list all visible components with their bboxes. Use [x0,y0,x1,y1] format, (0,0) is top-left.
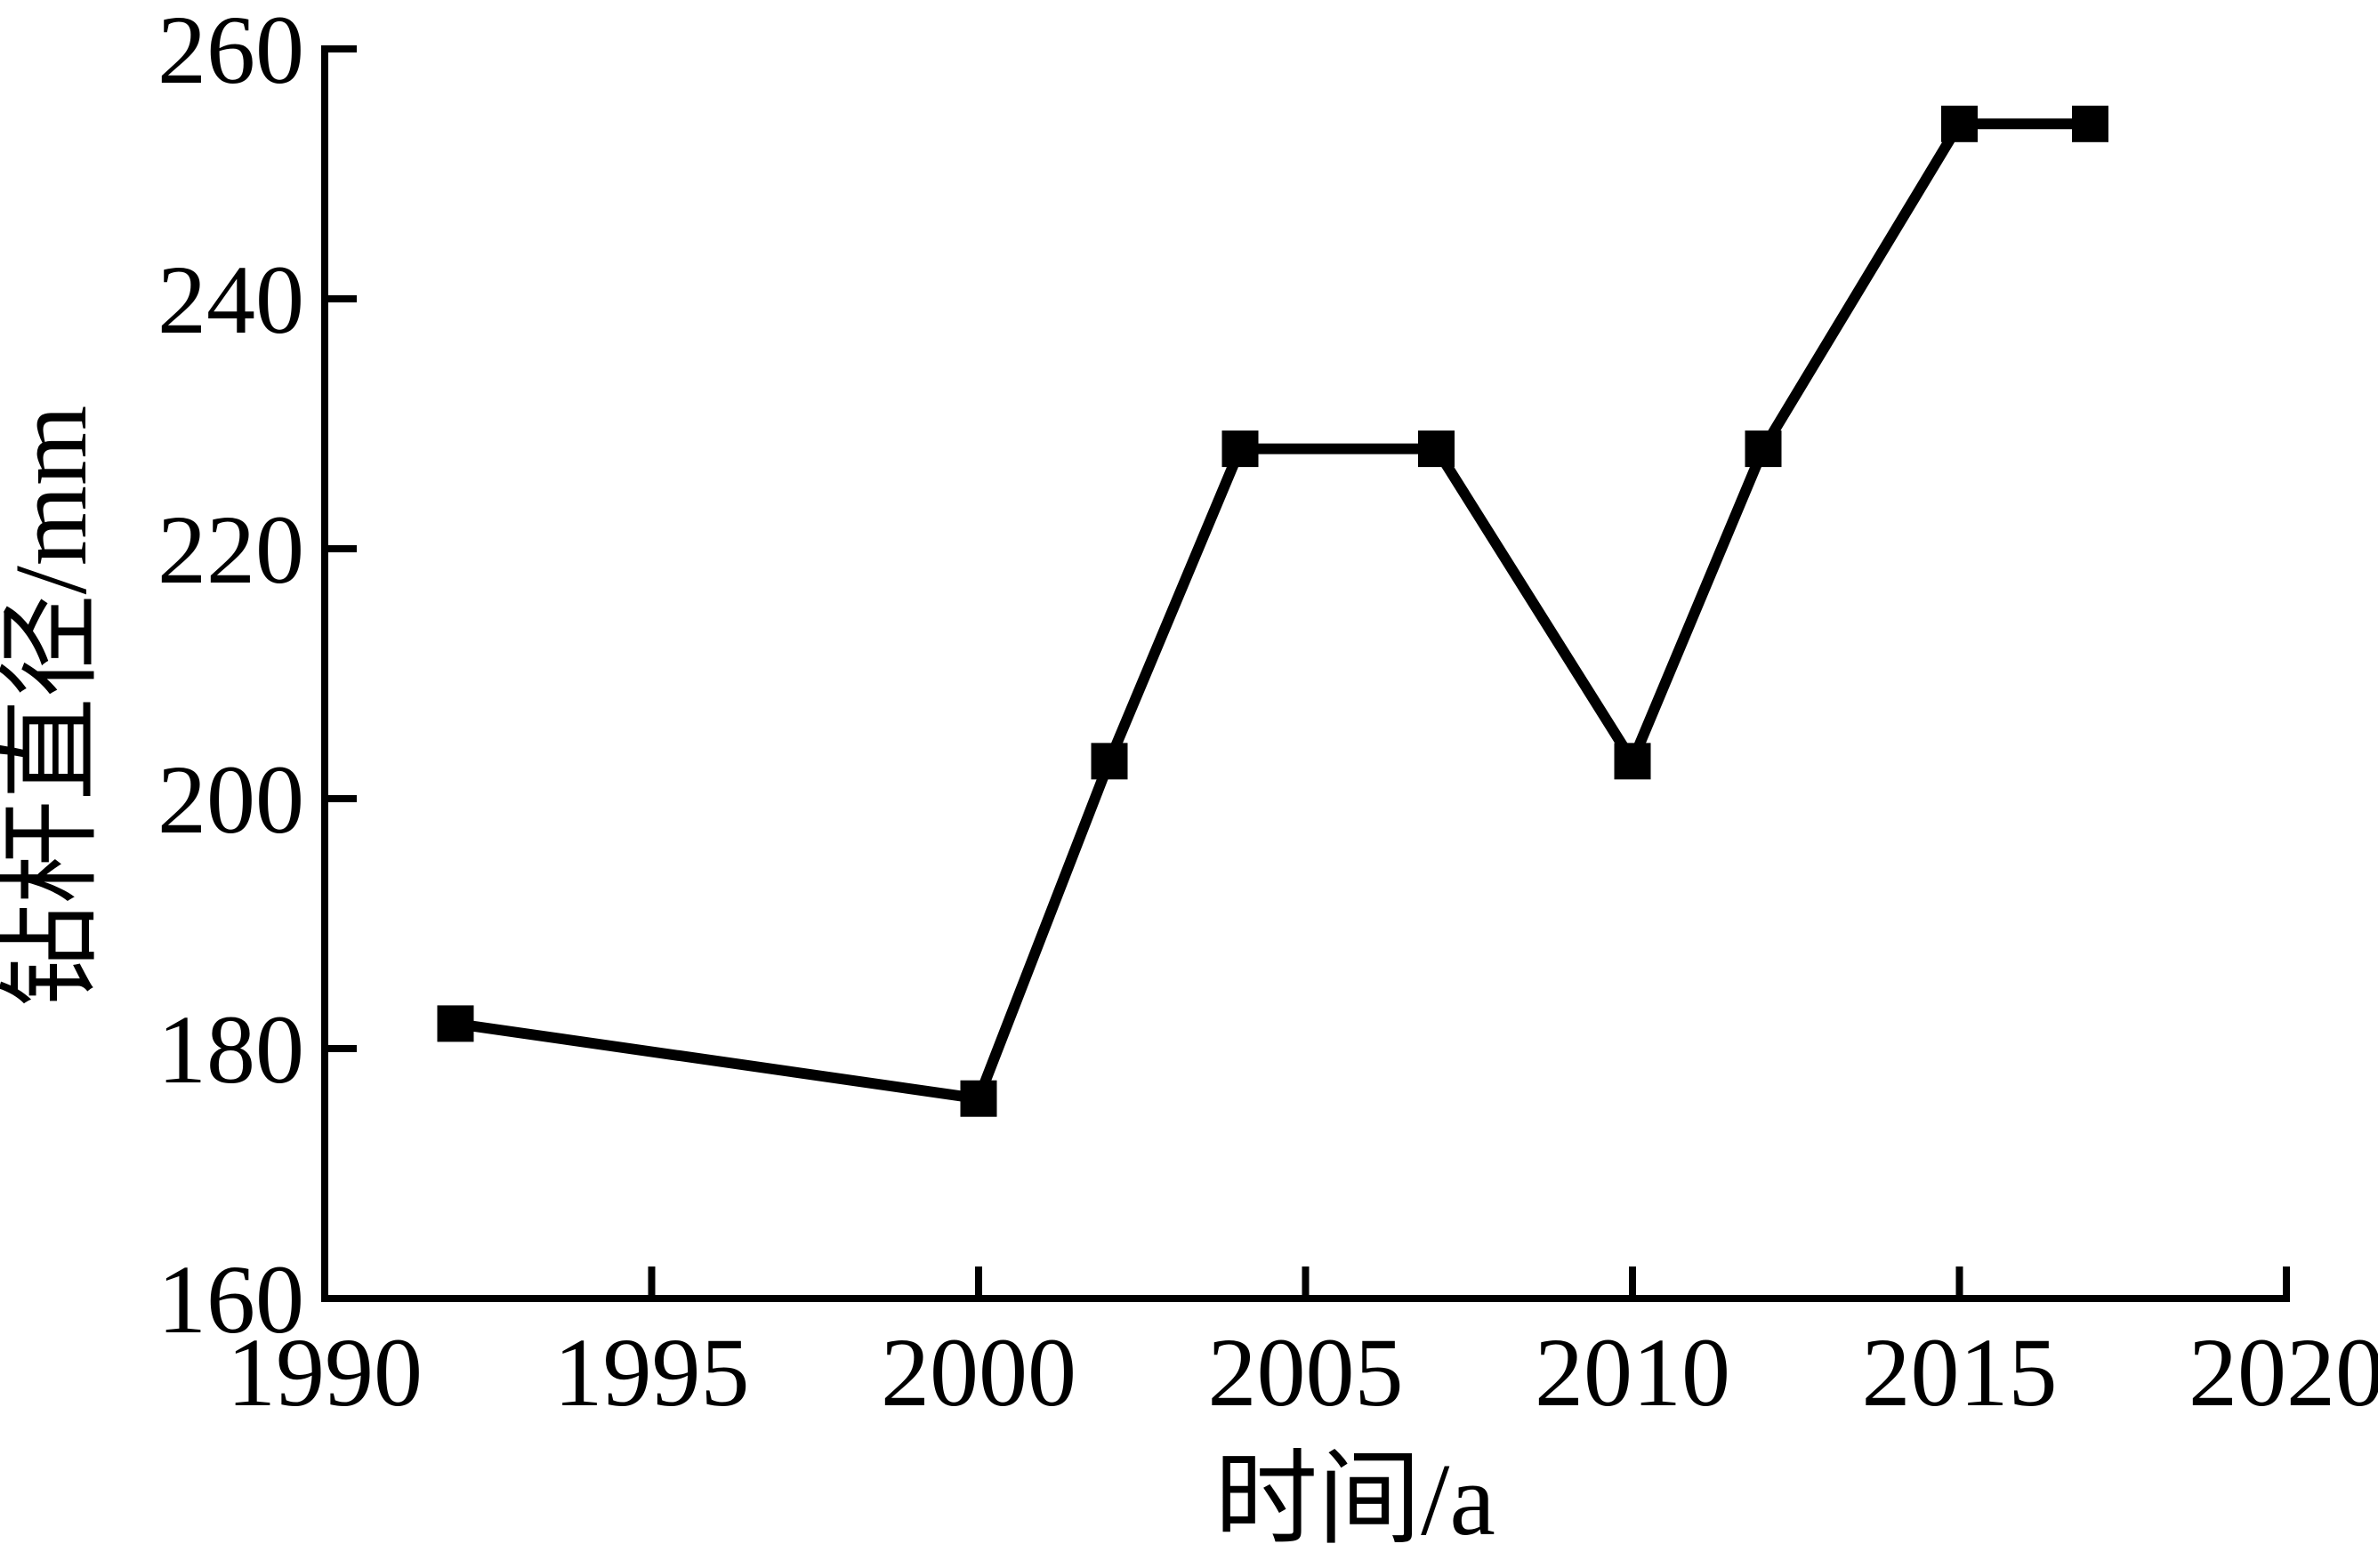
y-axis-tick-label: 260 [157,0,304,104]
data-point-marker [1221,430,1259,468]
x-axis-tick-label: 2015 [1862,1318,2058,1427]
y-axis-tick-label: 180 [157,995,304,1104]
x-axis-tick-label: 2010 [1535,1318,1730,1427]
x-axis-title: 时间/a [1214,1443,1495,1557]
y-axis-tick-label: 160 [157,1245,304,1354]
data-point-marker [1745,430,1782,468]
data-point-marker [960,1080,997,1117]
x-axis-tick-label: 2000 [881,1318,1076,1427]
data-point-marker [1941,105,1978,142]
data-point-marker [1418,430,1455,468]
data-point-marker [1614,743,1651,780]
x-axis-tick-label: 1995 [554,1318,750,1427]
data-point-marker [1091,743,1128,780]
x-axis-tick-label: 2005 [1208,1318,1404,1427]
axis-spines [321,45,2290,1302]
data-point-marker [437,1005,474,1042]
y-axis-tick-label: 240 [157,245,304,354]
series-line [455,118,2091,1105]
x-axis-tick-label: 1990 [227,1318,423,1427]
data-point-marker [2072,105,2108,142]
x-axis-tick-label: 2020 [2189,1318,2378,1427]
y-axis-title: 钻杆直径/mm [0,405,109,1008]
y-axis-tick-label: 220 [157,495,304,604]
y-axis-tick-label: 200 [157,745,304,854]
